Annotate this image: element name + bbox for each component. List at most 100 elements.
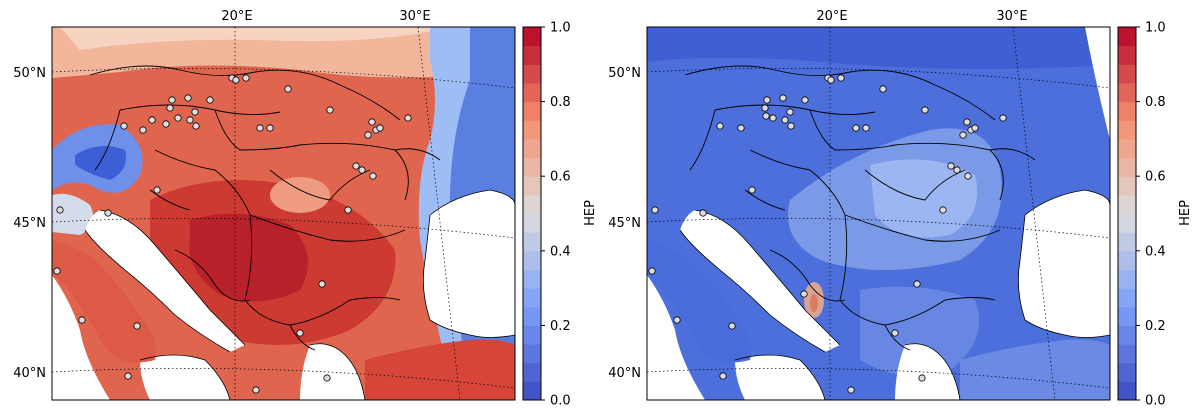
land-italy-right xyxy=(647,240,751,363)
sea-aegean-right xyxy=(895,343,960,400)
colorbar-step xyxy=(1118,157,1136,177)
sea-aegean-left xyxy=(300,343,365,400)
lat-label-45-left: 45°N xyxy=(13,216,46,231)
colorbar-step xyxy=(523,45,541,65)
sea-tyrrhenian-left xyxy=(52,275,110,400)
field-top-right xyxy=(647,27,1110,69)
colorbar-left: 1.0 0.8 0.6 0.4 0.2 0.0 HEP xyxy=(522,21,598,409)
sea-tyrrhenian-right xyxy=(647,275,705,400)
land-turkey-right xyxy=(960,339,1110,400)
colorbar-step xyxy=(523,306,541,326)
colorbar-step xyxy=(523,288,541,308)
colorbar-step xyxy=(1118,82,1136,103)
colorbar-step xyxy=(523,269,541,289)
country-borders-left xyxy=(89,65,441,351)
map-area-right xyxy=(647,27,1110,400)
lat-label-40-right: 40°N xyxy=(608,366,641,381)
colorbar-step xyxy=(523,325,541,345)
colorbar-step xyxy=(523,138,541,159)
colorbar-step xyxy=(523,27,541,47)
colorbar-tick-label: 0.2 xyxy=(550,319,571,334)
colorbar-ticks-right: 1.0 0.8 0.6 0.4 0.2 0.0 xyxy=(1136,21,1166,409)
colorbar-tick-label: 0.8 xyxy=(1145,95,1166,110)
lon-label-20-right: 20°E xyxy=(816,9,847,24)
colorbar-step xyxy=(1118,45,1136,65)
colorbar-right: 1.0 0.8 0.6 0.4 0.2 0.0 HEP xyxy=(1117,21,1193,409)
land-italy-left xyxy=(52,240,156,363)
colorbar-tick-label: 1.0 xyxy=(550,21,571,36)
colorbar-tick-label: 0.8 xyxy=(550,95,571,110)
colorbar-step xyxy=(523,362,541,382)
field-top-band2-left xyxy=(60,27,450,50)
field-alps-low2-left xyxy=(75,146,126,180)
colorbar-tick-label: 0.4 xyxy=(1145,244,1166,259)
sea-ne-right xyxy=(1085,27,1110,140)
colorbar-frame-left xyxy=(522,26,542,401)
colorbar-step xyxy=(523,101,541,121)
colorbar-tick-label: 0.4 xyxy=(550,244,571,259)
field-pale-patch-left xyxy=(270,177,330,213)
colorbar-ticks-left: 1.0 0.8 0.6 0.4 0.2 0.0 xyxy=(541,21,571,409)
colorbar-label-left: HEP xyxy=(583,200,598,226)
colorbar-step xyxy=(1118,288,1136,308)
lon-label-20-left: 20°E xyxy=(221,9,252,24)
colorbar-steps-left xyxy=(523,27,541,401)
colorbar-step xyxy=(1118,64,1136,84)
colorbar-step xyxy=(1118,306,1136,326)
lat-label-50-right: 50°N xyxy=(608,66,641,81)
colorbar-step xyxy=(1118,269,1136,289)
lat-label-50-left: 50°N xyxy=(13,66,46,81)
sea-black-right xyxy=(1018,190,1110,338)
map-frame-right xyxy=(646,26,1111,401)
colorbar-step xyxy=(1118,344,1136,364)
map-frame-left xyxy=(51,26,516,401)
colorbar-step xyxy=(1118,101,1136,121)
field-warm-spot2-right xyxy=(810,294,818,312)
colorbar-step xyxy=(523,194,541,214)
sea-ionian-left xyxy=(140,355,230,400)
colorbar-step xyxy=(1118,176,1136,196)
colorbar-step xyxy=(1118,194,1136,214)
coastlines-left xyxy=(84,189,515,400)
land-turkey-left xyxy=(365,339,515,400)
colorbar-step xyxy=(523,157,541,177)
colorbar-frame-right xyxy=(1117,26,1137,401)
stations-right xyxy=(648,74,1007,394)
colorbar-step xyxy=(523,176,541,196)
map-area-left xyxy=(52,27,515,400)
colorbar-step xyxy=(523,381,541,401)
field-west-pale-left xyxy=(52,193,94,235)
sea-adriatic-left xyxy=(85,210,245,352)
colorbar-tick-label: 0.6 xyxy=(550,170,571,185)
lat-label-40-left: 40°N xyxy=(13,366,46,381)
lon-label-30-right: 30°E xyxy=(996,9,1027,24)
field-center-light2-right xyxy=(870,159,978,238)
sea-ionian-right xyxy=(735,355,825,400)
colorbar-tick-label: 0.0 xyxy=(1145,394,1166,409)
colorbar-step xyxy=(1118,213,1136,233)
graticule-right xyxy=(647,27,1110,400)
colorbar-step xyxy=(523,344,541,364)
sea-adriatic-right xyxy=(680,210,840,352)
sea-black-left xyxy=(423,190,515,338)
colorbar-step xyxy=(1118,362,1136,382)
colorbar-step xyxy=(523,232,541,252)
graticule-left xyxy=(52,27,515,400)
colorbar-step xyxy=(1118,232,1136,252)
colorbar-step xyxy=(523,120,541,140)
colorbar-step xyxy=(1118,325,1136,345)
colorbar-step xyxy=(1118,250,1136,270)
field-core2-left xyxy=(189,213,308,302)
colorbar-step xyxy=(1118,381,1136,401)
colorbar-tick-label: 0.0 xyxy=(550,394,571,409)
map-panel-left: 50°N 45°N 40°N 20°E 30°E 1.0 0.8 0.6 0.4 0.2… xyxy=(13,9,598,409)
stations-left xyxy=(53,74,412,394)
colorbar-tick-label: 0.2 xyxy=(1145,319,1166,334)
colorbar-step xyxy=(523,213,541,233)
colorbar-tick-label: 1.0 xyxy=(1145,21,1166,36)
colorbar-step xyxy=(1118,27,1136,47)
lat-label-45-right: 45°N xyxy=(608,216,641,231)
country-borders-right xyxy=(684,65,1036,351)
colorbar-label-right: HEP xyxy=(1178,200,1193,226)
